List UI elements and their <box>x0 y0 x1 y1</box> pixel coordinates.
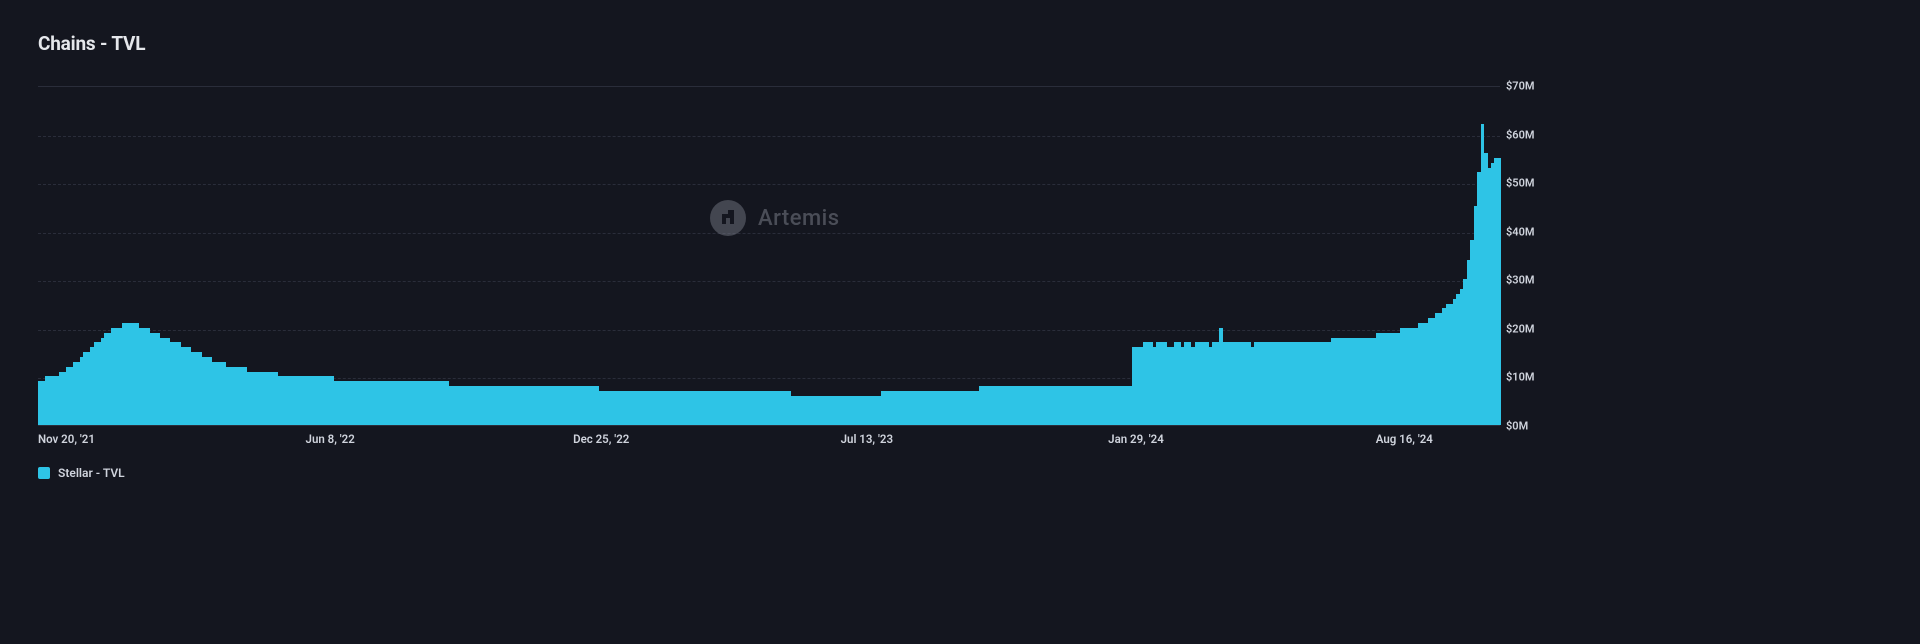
x-tick-label: Jun 8, '22 <box>306 432 355 446</box>
chart-title: Chains - TVL <box>38 32 145 55</box>
legend[interactable]: Stellar - TVL <box>38 466 125 480</box>
x-tick-label: Nov 20, '21 <box>38 432 95 446</box>
x-tick-label: Jul 13, '23 <box>841 432 893 446</box>
y-tick-label: $60M <box>1506 128 1534 141</box>
bars-container <box>38 87 1500 425</box>
y-tick-label: $40M <box>1506 225 1534 238</box>
x-tick-label: Jan 29, '24 <box>1108 432 1164 446</box>
legend-label: Stellar - TVL <box>58 466 125 480</box>
bar[interactable] <box>1498 158 1501 425</box>
x-tick-label: Aug 16, '24 <box>1376 432 1433 446</box>
x-tick-label: Dec 25, '22 <box>573 432 629 446</box>
y-tick-label: $0M <box>1506 420 1528 433</box>
y-tick-label: $70M <box>1506 80 1534 93</box>
y-axis: $0M $10M $20M $30M $40M $50M $60M $70M <box>1506 82 1556 430</box>
y-tick-label: $20M <box>1506 322 1534 335</box>
y-tick-label: $30M <box>1506 274 1534 287</box>
x-axis: Nov 20, '21 Jun 8, '22 Dec 25, '22 Jul 13, … <box>38 432 1500 452</box>
legend-swatch <box>38 467 50 479</box>
plot-area[interactable] <box>38 86 1500 426</box>
chart-root: Chains - TVL $0M $10M $20M $30M $40M $50M $60M… <box>0 0 1920 644</box>
y-tick-label: $50M <box>1506 177 1534 190</box>
y-tick-label: $10M <box>1506 371 1534 384</box>
